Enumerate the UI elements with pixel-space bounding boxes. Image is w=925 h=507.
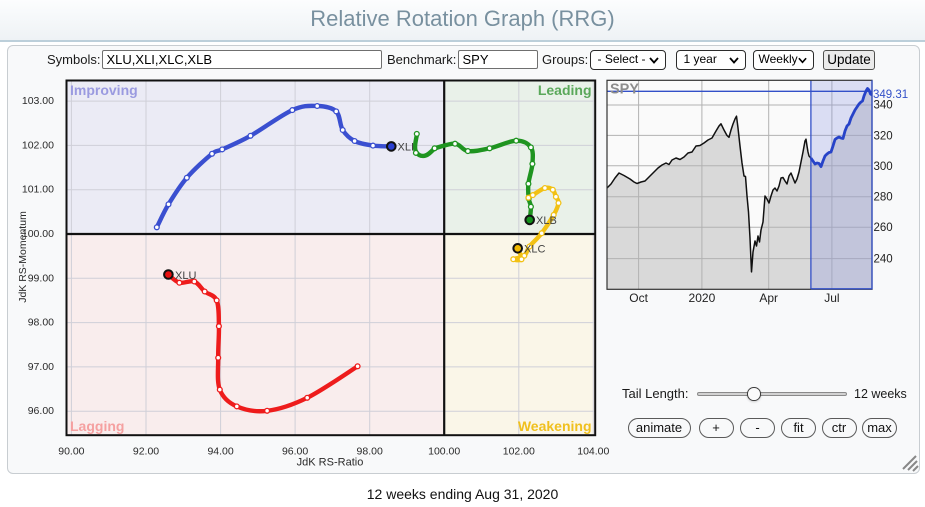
svg-text:96.00: 96.00: [282, 446, 308, 458]
svg-text:320: 320: [874, 130, 893, 142]
svg-text:Lagging: Lagging: [70, 418, 124, 434]
svg-text:97.00: 97.00: [28, 361, 54, 373]
svg-text:94.00: 94.00: [207, 446, 233, 458]
svg-text:XLB: XLB: [536, 215, 557, 227]
svg-text:103.00: 103.00: [22, 95, 54, 107]
svg-text:300: 300: [874, 161, 893, 173]
svg-text:349.31: 349.31: [873, 89, 908, 101]
svg-text:90.00: 90.00: [58, 446, 84, 458]
svg-text:92.00: 92.00: [133, 446, 159, 458]
svg-text:Jul: Jul: [824, 291, 839, 305]
svg-text:XLU: XLU: [175, 270, 196, 282]
svg-text:JdK RS-Momentum: JdK RS-Momentum: [17, 211, 29, 303]
svg-text:Leading: Leading: [538, 82, 592, 98]
svg-text:340: 340: [874, 100, 893, 112]
svg-text:JdK RS-Ratio: JdK RS-Ratio: [297, 457, 364, 469]
svg-text:101.00: 101.00: [22, 184, 54, 196]
svg-text:102.00: 102.00: [503, 446, 535, 458]
svg-text:100.00: 100.00: [22, 228, 54, 240]
svg-text:104.00: 104.00: [577, 446, 609, 458]
svg-text:100.00: 100.00: [428, 446, 460, 458]
svg-text:280: 280: [874, 192, 893, 204]
svg-text:99.00: 99.00: [28, 272, 54, 284]
svg-text:Improving: Improving: [70, 82, 138, 98]
svg-text:Oct: Oct: [629, 291, 648, 305]
svg-text:Weakening: Weakening: [518, 418, 592, 434]
svg-text:240: 240: [874, 254, 893, 266]
svg-text:SPY: SPY: [610, 82, 639, 98]
svg-text:XLI: XLI: [398, 142, 415, 154]
svg-text:Apr: Apr: [759, 291, 778, 305]
svg-text:96.00: 96.00: [28, 405, 54, 417]
svg-text:2020: 2020: [689, 291, 716, 305]
svg-text:98.00: 98.00: [28, 317, 54, 329]
svg-text:260: 260: [874, 222, 893, 234]
svg-text:98.00: 98.00: [357, 446, 383, 458]
svg-text:XLC: XLC: [524, 244, 545, 256]
svg-text:102.00: 102.00: [22, 139, 54, 151]
